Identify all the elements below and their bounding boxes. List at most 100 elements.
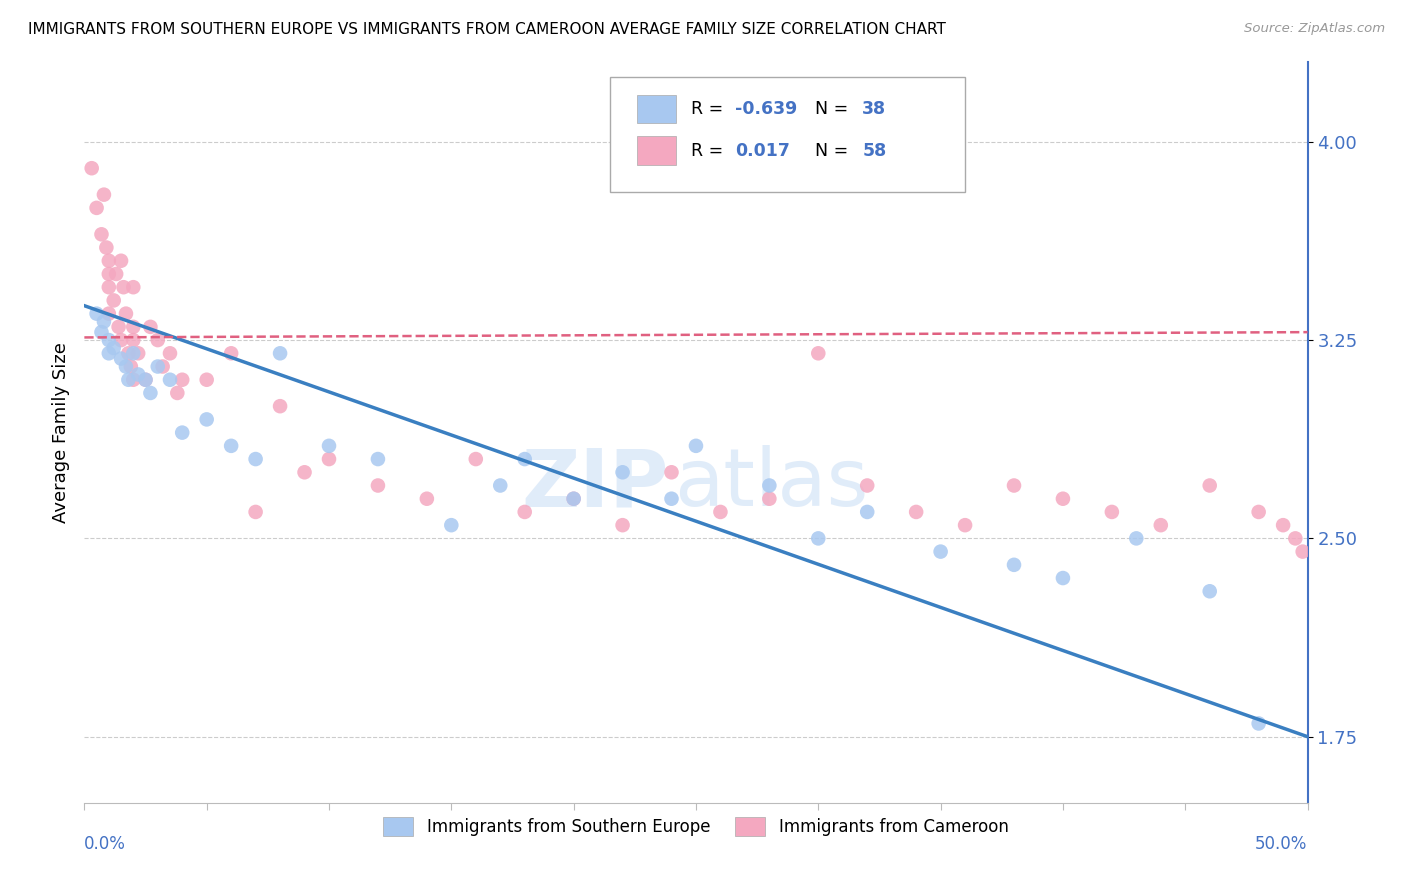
- Point: [807, 532, 830, 546]
- Point: [107, 319, 129, 334]
- Point: [513, 452, 536, 467]
- Point: [1247, 505, 1270, 519]
- Point: [367, 452, 389, 467]
- Point: [245, 452, 267, 467]
- Point: [110, 253, 132, 268]
- Point: [93, 315, 115, 329]
- Point: [96, 240, 118, 254]
- Point: [269, 399, 291, 413]
- Point: [195, 412, 218, 426]
- Point: [367, 478, 389, 492]
- Text: R =: R =: [692, 142, 728, 160]
- Text: IMMIGRANTS FROM SOUTHERN EUROPE VS IMMIGRANTS FROM CAMEROON AVERAGE FAMILY SIZE : IMMIGRANTS FROM SOUTHERN EUROPE VS IMMIG…: [28, 22, 946, 37]
- Point: [905, 505, 928, 519]
- Point: [269, 346, 291, 360]
- Text: 0.017: 0.017: [735, 142, 790, 160]
- Point: [97, 280, 120, 294]
- Point: [219, 439, 242, 453]
- Point: [97, 333, 120, 347]
- Bar: [637, 95, 676, 123]
- Y-axis label: Average Family Size: Average Family Size: [52, 343, 70, 523]
- Point: [195, 373, 218, 387]
- Point: [1150, 518, 1173, 533]
- Text: N =: N =: [804, 142, 853, 160]
- Point: [562, 491, 585, 506]
- Text: -0.639: -0.639: [735, 100, 797, 118]
- Point: [1002, 558, 1025, 572]
- Point: [440, 518, 463, 533]
- Point: [97, 267, 120, 281]
- Point: [612, 518, 634, 533]
- Point: [1292, 544, 1315, 558]
- Point: [1052, 571, 1074, 585]
- Point: [127, 346, 149, 360]
- Point: [1002, 478, 1025, 492]
- Point: [122, 280, 145, 294]
- Point: [807, 346, 830, 360]
- Point: [1198, 584, 1220, 599]
- Point: [612, 465, 634, 479]
- Point: [856, 505, 879, 519]
- Point: [122, 319, 145, 334]
- Point: [856, 478, 879, 492]
- Point: [661, 465, 683, 479]
- Point: [685, 439, 707, 453]
- Point: [1052, 491, 1074, 506]
- Point: [110, 351, 132, 366]
- Point: [758, 491, 780, 506]
- Point: [146, 333, 169, 347]
- Point: [139, 319, 162, 334]
- Point: [661, 491, 683, 506]
- Point: [929, 544, 952, 558]
- Point: [115, 359, 138, 374]
- Text: ZIP: ZIP: [522, 445, 669, 524]
- Point: [117, 373, 139, 387]
- Point: [146, 359, 169, 374]
- Point: [489, 478, 512, 492]
- Point: [464, 452, 486, 467]
- Point: [159, 346, 181, 360]
- Point: [172, 425, 194, 440]
- Point: [122, 373, 145, 387]
- Point: [110, 333, 132, 347]
- Point: [97, 307, 120, 321]
- Point: [97, 346, 120, 360]
- Text: 0.0%: 0.0%: [84, 835, 127, 853]
- Point: [103, 341, 125, 355]
- Point: [80, 161, 103, 176]
- Text: Source: ZipAtlas.com: Source: ZipAtlas.com: [1244, 22, 1385, 36]
- Point: [709, 505, 731, 519]
- Point: [1284, 532, 1306, 546]
- Point: [245, 505, 267, 519]
- Text: 38: 38: [862, 100, 886, 118]
- Point: [86, 307, 108, 321]
- Text: R =: R =: [692, 100, 728, 118]
- Text: N =: N =: [804, 100, 853, 118]
- Point: [127, 368, 149, 382]
- Point: [758, 478, 780, 492]
- Point: [219, 346, 242, 360]
- Point: [953, 518, 976, 533]
- Point: [122, 346, 145, 360]
- Point: [120, 359, 142, 374]
- Point: [318, 452, 340, 467]
- Point: [105, 267, 128, 281]
- Point: [294, 465, 316, 479]
- Point: [416, 491, 439, 506]
- Point: [122, 333, 145, 347]
- Text: 58: 58: [862, 142, 887, 160]
- Point: [159, 373, 181, 387]
- Point: [152, 359, 174, 374]
- Point: [562, 491, 585, 506]
- Point: [166, 386, 188, 401]
- Point: [112, 280, 135, 294]
- Point: [135, 373, 157, 387]
- Point: [93, 187, 115, 202]
- Point: [135, 373, 157, 387]
- Point: [139, 386, 162, 401]
- FancyBboxPatch shape: [610, 78, 965, 192]
- Text: atlas: atlas: [673, 445, 869, 524]
- Point: [513, 505, 536, 519]
- Point: [1198, 478, 1220, 492]
- Point: [86, 201, 108, 215]
